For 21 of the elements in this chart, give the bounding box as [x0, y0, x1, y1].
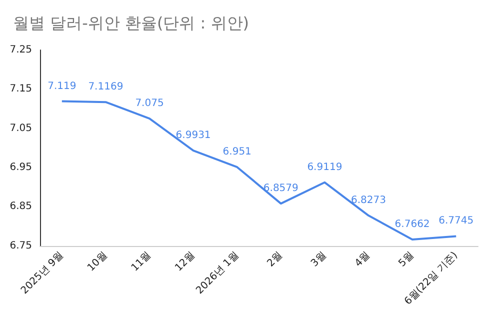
y-tick-label: 7.25 — [10, 44, 32, 56]
x-tick-label: 2월 — [265, 250, 285, 270]
data-label: 6.7662 — [394, 218, 430, 230]
data-label: 6.9119 — [307, 162, 342, 173]
x-tick-label: 3월 — [309, 250, 329, 270]
data-label: 6.8273 — [351, 195, 386, 206]
data-label: 7.075 — [135, 98, 164, 110]
data-label: 6.7745 — [438, 216, 474, 227]
y-tick-label: 6.75 — [10, 240, 32, 252]
x-tick-label: 5월 — [396, 250, 416, 270]
x-tick-label: 4월 — [353, 250, 372, 270]
data-label: 7.119 — [48, 80, 76, 92]
chart-title: 월별 달러-위안 환율(단위 : 위안) — [13, 14, 249, 32]
data-label: 7.1169 — [88, 82, 124, 93]
y-tick-label: 6.95 — [10, 162, 32, 173]
y-tick-label: 7.15 — [10, 84, 32, 95]
data-label: 6.951 — [222, 146, 252, 158]
y-tick-label: 7.05 — [10, 122, 32, 134]
y-tick-label: 6.85 — [10, 201, 32, 212]
data-label: 6.9931 — [176, 130, 211, 142]
data-label: 6.8579 — [263, 183, 298, 194]
